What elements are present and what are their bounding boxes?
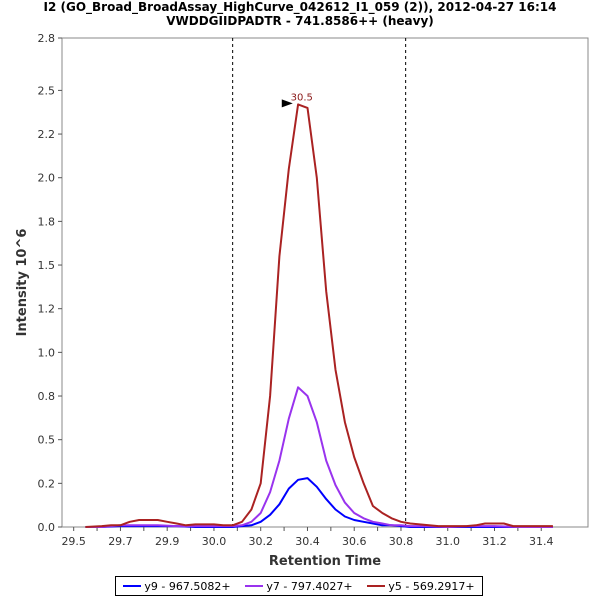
y-tick-label: 0.8 (38, 390, 56, 403)
x-axis-label: Retention Time (269, 554, 381, 569)
x-tick-label: 30.8 (389, 535, 414, 548)
x-tick-label: 30.6 (342, 535, 367, 548)
x-tick-label: 31.4 (529, 535, 554, 548)
legend-label: y9 - 967.5082+ (144, 579, 231, 593)
y-tick-label: 1.0 (38, 346, 56, 359)
y-tick-label: 2.2 (38, 128, 56, 141)
x-tick-label: 29.7 (108, 535, 133, 548)
legend-item-3: y5 - 569.2917+ (367, 579, 475, 593)
chart-title: I2 (GO_Broad_BroadAssay_HighCurve_042612… (0, 0, 600, 28)
y-tick-label: 0.2 (38, 477, 56, 490)
y-tick-label: 0.5 (38, 434, 56, 447)
y-axis-label: Intensity 10^6 (15, 229, 30, 337)
chart-title-line1: I2 (GO_Broad_BroadAssay_HighCurve_042612… (43, 0, 557, 14)
chart-title-line2: VWDDGIIDPADTR - 741.8586++ (heavy) (166, 14, 434, 28)
y-tick-label: 0.0 (38, 521, 56, 534)
y-tick-label: 1.2 (38, 303, 56, 316)
x-tick-label: 30.2 (248, 535, 273, 548)
y-tick-label: 2.0 (38, 172, 56, 185)
series-line-3 (85, 103, 553, 528)
legend-label: y7 - 797.4027+ (266, 579, 353, 593)
legend-item-2: y7 - 797.4027+ (245, 579, 353, 593)
y-tick-label: 1.5 (38, 259, 56, 272)
x-tick-label: 31.2 (482, 535, 507, 548)
peak-marker-icon (281, 99, 293, 108)
legend-swatch (123, 585, 142, 587)
peak-annotation: 30.5 (291, 92, 313, 103)
x-tick-label: 30.4 (295, 535, 320, 548)
x-tick-label: 29.5 (61, 535, 86, 548)
legend-label: y5 - 569.2917+ (388, 579, 475, 593)
legend: y9 - 967.5082+ y7 - 797.4027+ y5 - 569.291… (115, 576, 483, 596)
legend-swatch (245, 585, 264, 587)
x-tick-label: 30.0 (202, 535, 227, 548)
legend-item-1: y9 - 967.5082+ (123, 579, 231, 593)
y-tick-label: 2.8 (38, 32, 56, 45)
x-tick-label: 31.0 (435, 535, 460, 548)
y-tick-label: 1.8 (38, 215, 56, 228)
y-tick-label: 2.5 (38, 84, 56, 97)
x-tick-label: 29.9 (155, 535, 180, 548)
legend-swatch (367, 585, 386, 587)
